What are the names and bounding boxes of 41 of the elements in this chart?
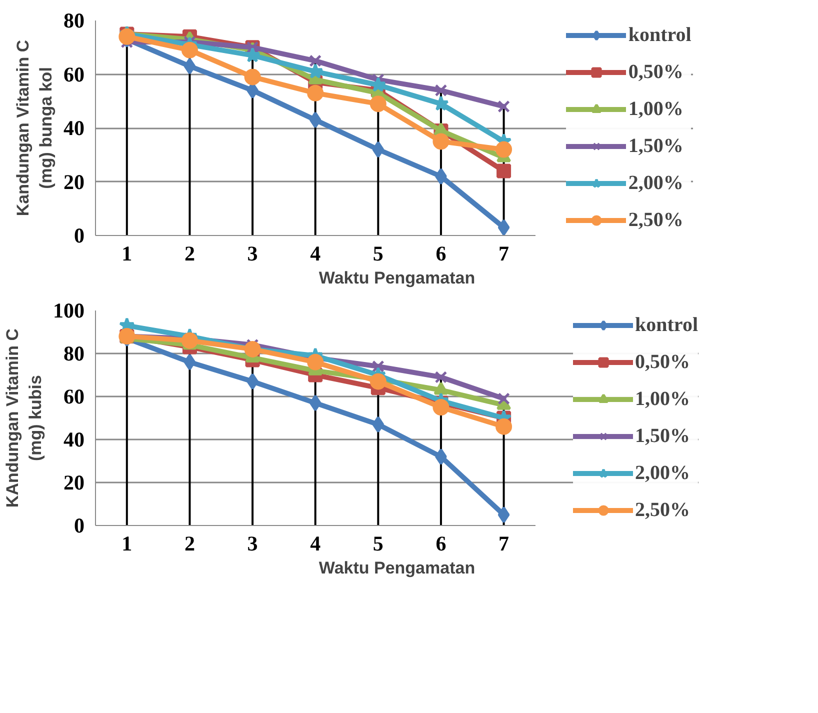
x-tick-label: 3 [247, 242, 258, 266]
x-tick-label: 7 [498, 532, 510, 556]
x-tick-label: 4 [310, 242, 322, 266]
x-tick-label: 2 [184, 242, 195, 266]
legend-label: 1,50% [635, 424, 692, 448]
x-tick-label: 6 [436, 532, 446, 556]
x-tick-label: 1 [122, 532, 132, 556]
y-axis-title: Kandungan Vitamin C (mg) bunga kol [14, 40, 56, 216]
y-tick-label: 80 [64, 342, 84, 366]
x-tick-label: 4 [310, 532, 322, 556]
y-tick-label: 60 [64, 384, 84, 408]
x-tick-label: 3 [247, 532, 258, 556]
x-tick-label: 2 [184, 532, 195, 556]
x-tick-label: 6 [436, 242, 446, 266]
legend-label: 0,50% [628, 60, 684, 84]
y-tick-label: 40 [64, 116, 84, 140]
legend-label: 2,00% [628, 172, 684, 194]
y-axis-title: KAndungan Vitamin C (mg) kubis [3, 328, 45, 508]
x-tick-label: 5 [372, 242, 384, 266]
legend-label: 2,00% [635, 462, 692, 484]
y-tick-label: 60 [64, 62, 84, 86]
legend-label: 1,00% [628, 98, 684, 120]
x-tick-label: 1 [122, 242, 132, 266]
x-axis-title: Waktu Pengamatan [318, 268, 476, 288]
x-tick-label: 5 [372, 532, 384, 556]
y-tick-label: 40 [64, 428, 84, 452]
legend-label: kontrol [628, 24, 692, 46]
y-tick-label: 80 [64, 8, 84, 32]
legend-label: 0,50% [635, 350, 692, 374]
x-tick-label: 7 [498, 242, 510, 266]
y-tick-label: 20 [64, 170, 84, 194]
y-tick-label: 20 [64, 470, 84, 494]
y-tick-label: 100 [53, 298, 84, 322]
legend-label: 2,50% [635, 498, 692, 522]
legend-label: 1,50% [628, 134, 684, 158]
y-tick-label: 0 [74, 224, 84, 248]
x-axis-title: Waktu Pengamatan [318, 558, 476, 578]
legend-label: kontrol [635, 314, 698, 336]
legend-label: 2,50% [628, 208, 684, 232]
legend-label: 1,00% [635, 388, 692, 410]
y-tick-label: 0 [74, 514, 84, 538]
